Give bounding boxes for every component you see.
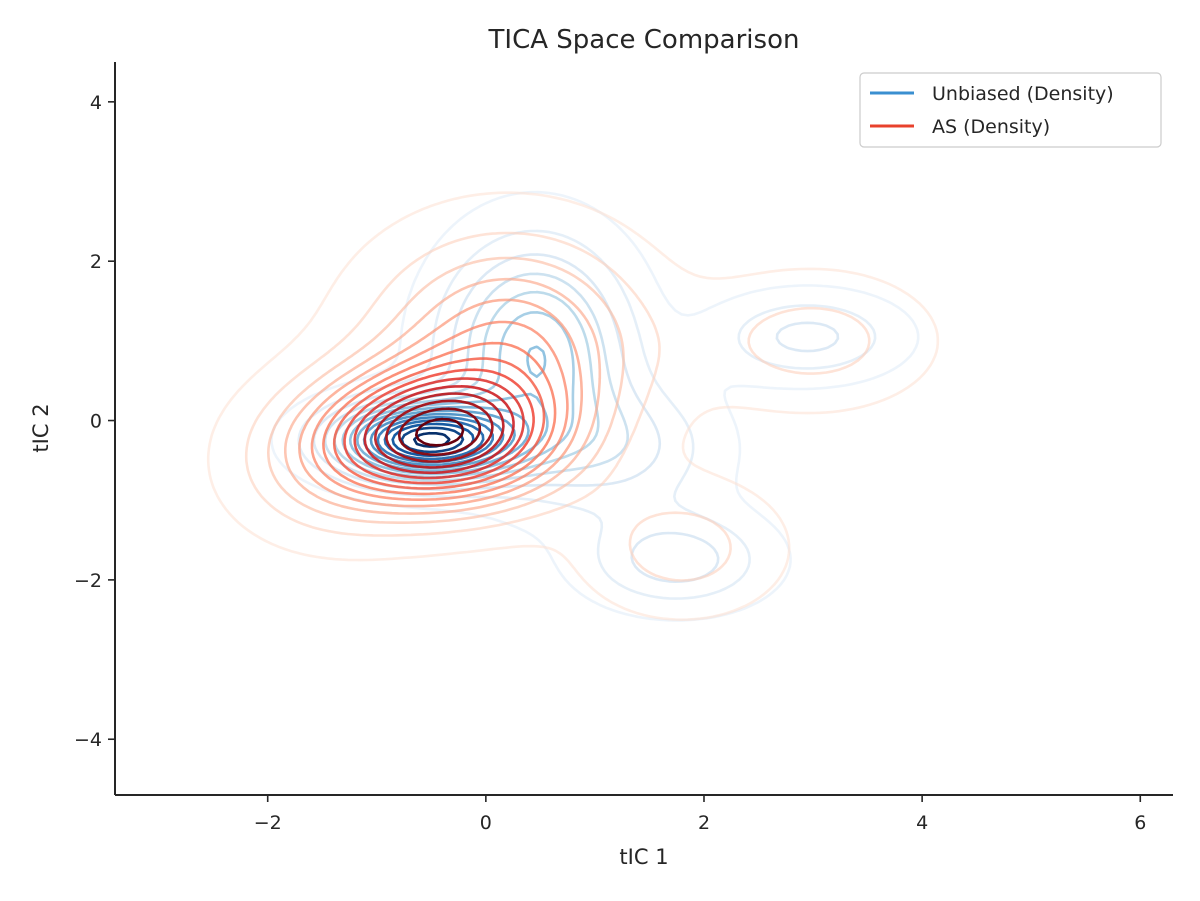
legend-label-as: AS (Density): [932, 116, 1050, 138]
axes: −2 0 2 4 6 −4 −2 0 2 4: [74, 62, 1173, 834]
contour-level: [298, 298, 583, 508]
contour-series-1: [206, 191, 940, 621]
contour-level: [353, 377, 525, 480]
contour-level: [270, 190, 920, 622]
contour-level: [332, 357, 546, 490]
contour-level: [322, 341, 557, 496]
x-tick-label: 2: [698, 812, 710, 834]
legend-box: [859, 72, 1162, 148]
contour-level: [397, 407, 482, 456]
legend-label-unbiased: Unbiased (Density): [932, 83, 1114, 105]
y-tick-label: 0: [90, 411, 102, 433]
y-tick-label: 2: [90, 251, 102, 273]
x-tick-label: 0: [480, 812, 492, 834]
contour-level: [310, 320, 569, 501]
contour-level: [385, 399, 494, 463]
contour-level: [374, 392, 505, 469]
contour-level: [415, 417, 465, 447]
legend: Unbiased (Density) AS (Density): [859, 72, 1162, 148]
x-tick-label: −2: [254, 812, 282, 834]
contour-level: [244, 231, 871, 582]
x-tick-label: 6: [1134, 812, 1146, 834]
y-tick-label: −2: [74, 570, 102, 592]
contour-level: [343, 368, 535, 485]
contour-plot-area: [206, 190, 940, 622]
y-tick-label: 4: [90, 92, 102, 114]
x-tick-label: 4: [916, 812, 928, 834]
contour-level: [284, 277, 602, 515]
contour-level: [363, 385, 515, 475]
contour-level: [400, 426, 465, 454]
x-axis-label: tIC 1: [619, 845, 668, 869]
y-axis-label: tIC 2: [29, 403, 53, 452]
chart-title: TICA Space Comparison: [488, 25, 800, 55]
y-tick-label: −4: [74, 729, 102, 751]
contour-level: [267, 256, 625, 524]
contour-level: [206, 191, 940, 621]
